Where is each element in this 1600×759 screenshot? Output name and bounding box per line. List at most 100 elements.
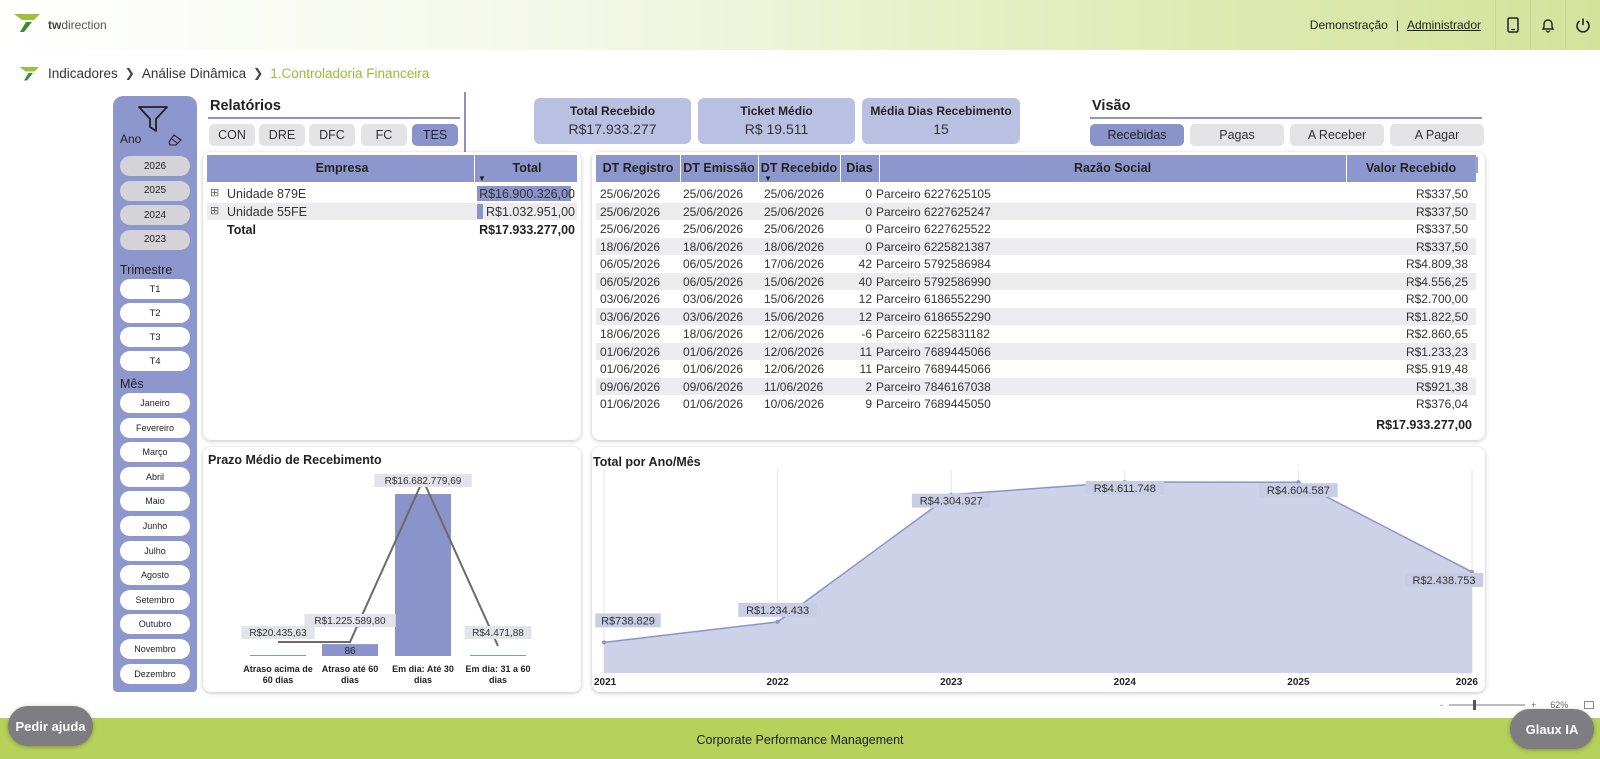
power-icon[interactable]: [1565, 0, 1600, 50]
year-filter-2024[interactable]: 2024: [120, 205, 190, 225]
header-col-1[interactable]: DT Registro: [602, 161, 674, 175]
table-cell: 12/06/2026: [764, 362, 825, 376]
mes-filter-9[interactable]: Setembro: [120, 589, 190, 610]
header-divider: [680, 155, 681, 182]
header-col-4[interactable]: Dias: [846, 161, 873, 175]
relatorio-tab-con[interactable]: CON: [209, 124, 255, 146]
demo-label[interactable]: Demonstração: [1309, 18, 1388, 32]
table-row[interactable]: 09/06/2026 09/06/2026 11/06/2026 2 Parceiro …: [596, 377, 1476, 395]
zoom-slider-thumb[interactable]: [1473, 700, 1476, 710]
relatorios-underline: [208, 117, 460, 119]
sort-down-icon[interactable]: ▼: [764, 174, 772, 183]
mes-filter-8[interactable]: Agosto: [120, 565, 190, 586]
year-filter-2023[interactable]: 2023: [120, 229, 190, 250]
admin-link[interactable]: Administrador: [1406, 18, 1481, 32]
table-cell: 01/06/2026: [600, 344, 661, 359]
table-cell: R$4.556,25: [1405, 274, 1468, 289]
relatorio-tab-dfc[interactable]: DFC: [309, 124, 355, 146]
bell-icon[interactable]: [1530, 0, 1565, 50]
data-point[interactable]: [1470, 569, 1474, 574]
header-col-2[interactable]: DT Emissão: [683, 161, 755, 175]
table-cell: 01/06/2026: [683, 362, 744, 376]
zoom-out-button[interactable]: -: [1440, 700, 1443, 710]
mes-filter-3[interactable]: Março: [120, 442, 190, 463]
visao-tab-4[interactable]: A Pagar: [1390, 124, 1484, 146]
data-point[interactable]: [775, 619, 780, 624]
x-tick-label: 2025: [1287, 677, 1310, 688]
relatorio-tab-dre[interactable]: DRE: [259, 124, 305, 146]
header-col-6[interactable]: Valor Recebido: [1365, 161, 1457, 175]
table-row[interactable]: 18/06/2026 18/06/2026 18/06/2026 0 Parceiro …: [596, 237, 1476, 255]
bar[interactable]: [470, 655, 526, 656]
year-filter-2025[interactable]: 2025: [120, 180, 190, 201]
visao-tab-3[interactable]: A Receber: [1290, 124, 1384, 146]
table-row[interactable]: 25/06/2026 25/06/2026 25/06/2026 0 Parceiro …: [596, 185, 1476, 203]
table-cell: Parceiro 6227625105: [876, 187, 991, 201]
visao-tab-1[interactable]: Recebidas: [1090, 124, 1184, 146]
logo[interactable]: twdirection: [12, 10, 107, 34]
breadcrumb-item-analise[interactable]: Análise Dinâmica: [141, 65, 247, 81]
home-logo-icon[interactable]: [18, 64, 42, 82]
data-point[interactable]: [1296, 480, 1301, 485]
sort-down-icon[interactable]: ▼: [478, 174, 486, 183]
table-cell: 0: [865, 204, 872, 219]
trimestre-filter-t3[interactable]: T3: [120, 327, 190, 347]
table-cell: R$1.233,23: [1405, 344, 1468, 359]
table-cell: Parceiro 5792586984: [876, 257, 991, 271]
empresa-row[interactable]: ⊞ Unidade 879E R$16.900.326,00: [207, 185, 577, 203]
x-tick-label: 2024: [1114, 677, 1137, 688]
header-col-3[interactable]: DT Recebido: [760, 161, 838, 175]
table-row[interactable]: 01/06/2026 01/06/2026 10/06/2026 9 Parceiro …: [596, 395, 1476, 413]
trimestre-filter-t4[interactable]: T4: [120, 351, 190, 371]
expand-icon[interactable]: ⊞: [210, 204, 220, 217]
relatorio-tab-tes[interactable]: TES: [412, 124, 458, 146]
mes-filter-1[interactable]: Janeiro: [120, 393, 190, 413]
table-row[interactable]: 01/06/2026 01/06/2026 12/06/2026 11 Parceiro…: [596, 342, 1476, 360]
bar[interactable]: [395, 494, 451, 656]
zoom-in-button[interactable]: +: [1531, 700, 1537, 710]
table-row[interactable]: 03/06/2026 03/06/2026 15/06/2026 12 Parceiro…: [596, 290, 1476, 308]
table-row[interactable]: 25/06/2026 25/06/2026 25/06/2026 0 Parceiro …: [596, 220, 1476, 238]
table-row[interactable]: 03/06/2026 03/06/2026 15/06/2026 12 Parceiro…: [596, 307, 1476, 325]
data-point[interactable]: [602, 640, 606, 645]
header-col-5[interactable]: Razão Social: [1073, 161, 1152, 175]
table-cell: 06/05/2026: [600, 274, 661, 289]
relatorio-tab-fc[interactable]: FC: [361, 124, 407, 146]
total-header[interactable]: Total: [512, 161, 542, 175]
help-button[interactable]: Pedir ajuda: [8, 706, 93, 746]
fit-page-icon[interactable]: [1584, 701, 1595, 709]
table-row[interactable]: 06/05/2026 06/05/2026 17/06/2026 42 Parceiro…: [596, 255, 1476, 273]
mes-filter-6[interactable]: Junho: [120, 516, 190, 536]
empresa-header[interactable]: Empresa: [315, 161, 369, 175]
table-scrollbar[interactable]: [1475, 157, 1478, 173]
table-row[interactable]: 06/05/2026 06/05/2026 15/06/2026 40 Parceiro…: [596, 272, 1476, 290]
breadcrumb-item-indicadores[interactable]: Indicadores: [48, 65, 118, 81]
expand-icon[interactable]: ⊞: [210, 187, 220, 199]
mes-filter-11[interactable]: Novembro: [120, 639, 190, 659]
bar[interactable]: [322, 644, 378, 656]
visao-tab-2[interactable]: Pagas: [1190, 124, 1284, 146]
mes-filter-5[interactable]: Maio: [120, 491, 190, 512]
table-row[interactable]: 25/06/2026 25/06/2026 25/06/2026 0 Parceiro …: [596, 202, 1476, 220]
mes-filter-10[interactable]: Outubro: [120, 614, 190, 635]
table-cell: 15/06/2026: [764, 292, 825, 306]
year-filter-2026[interactable]: 2026: [120, 156, 190, 176]
zoom-slider[interactable]: [1449, 700, 1525, 710]
mes-filter-4[interactable]: Abril: [120, 466, 190, 487]
mes-filter-2[interactable]: Fevereiro: [120, 417, 190, 438]
glaux-ai-button[interactable]: Glaux IA: [1510, 709, 1594, 749]
filter-icon[interactable]: [137, 104, 169, 134]
top-bar: twdirection Demonstração | Administrador: [0, 0, 1600, 50]
eraser-icon[interactable]: [168, 134, 182, 146]
table-cell: 25/06/2026: [683, 204, 744, 219]
mes-filter-12[interactable]: Dezembro: [120, 663, 190, 684]
trimestre-filter-t1[interactable]: T1: [120, 279, 190, 299]
table-row[interactable]: 01/06/2026 01/06/2026 12/06/2026 11 Parceiro…: [596, 360, 1476, 378]
trimestre-filter-t2[interactable]: T2: [120, 303, 190, 323]
table-row[interactable]: 18/06/2026 18/06/2026 12/06/2026 -6 Parceiro…: [596, 325, 1476, 343]
tablet-icon[interactable]: [1495, 0, 1530, 50]
bar[interactable]: [250, 655, 306, 656]
mes-filter-7[interactable]: Julho: [120, 540, 190, 561]
empresa-row[interactable]: ⊞ Unidade 55FE R$1.032.951,00: [207, 202, 577, 220]
